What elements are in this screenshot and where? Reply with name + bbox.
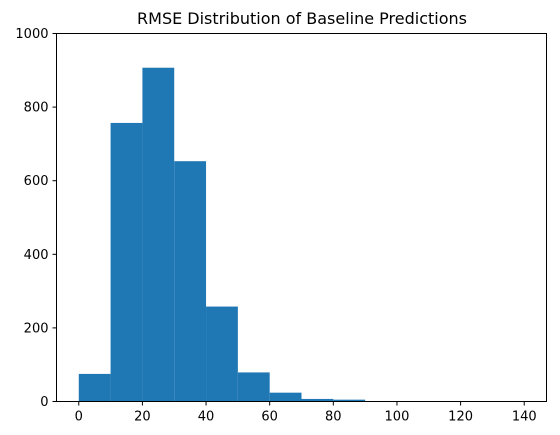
x-tick-label: 80 [325,410,342,425]
x-axis: 0 20 40 60 80 100 120 140 [75,401,537,425]
x-tick-label: 60 [261,410,278,425]
x-tick-label: 0 [75,410,83,425]
histogram-bar [333,399,366,402]
x-tick-label: 120 [448,410,473,425]
histogram-bar [142,67,175,402]
histogram-bar [206,306,238,402]
y-tick-label: 400 [24,248,49,263]
x-tick-label: 20 [134,410,151,425]
x-tick-label: 40 [198,410,215,425]
y-tick-label: 800 [24,101,49,116]
x-tick-label: 100 [385,410,410,425]
bars-group [78,67,525,402]
histogram-bar [174,161,207,402]
y-tick-label: 1000 [15,27,48,42]
y-axis: 0 200 400 600 800 1000 [15,27,57,410]
chart-title: RMSE Distribution of Baseline Prediction… [137,9,467,28]
y-tick-label: 200 [24,321,49,336]
y-tick-label: 0 [40,395,48,410]
y-tick-label: 600 [24,174,49,189]
histogram-bar [78,373,111,402]
histogram-bar [269,392,302,402]
x-tick-label: 140 [512,410,537,425]
plot-frame [56,33,547,402]
histogram-bar [110,122,143,402]
histogram-bar [301,398,334,402]
histogram-bar [237,372,270,402]
